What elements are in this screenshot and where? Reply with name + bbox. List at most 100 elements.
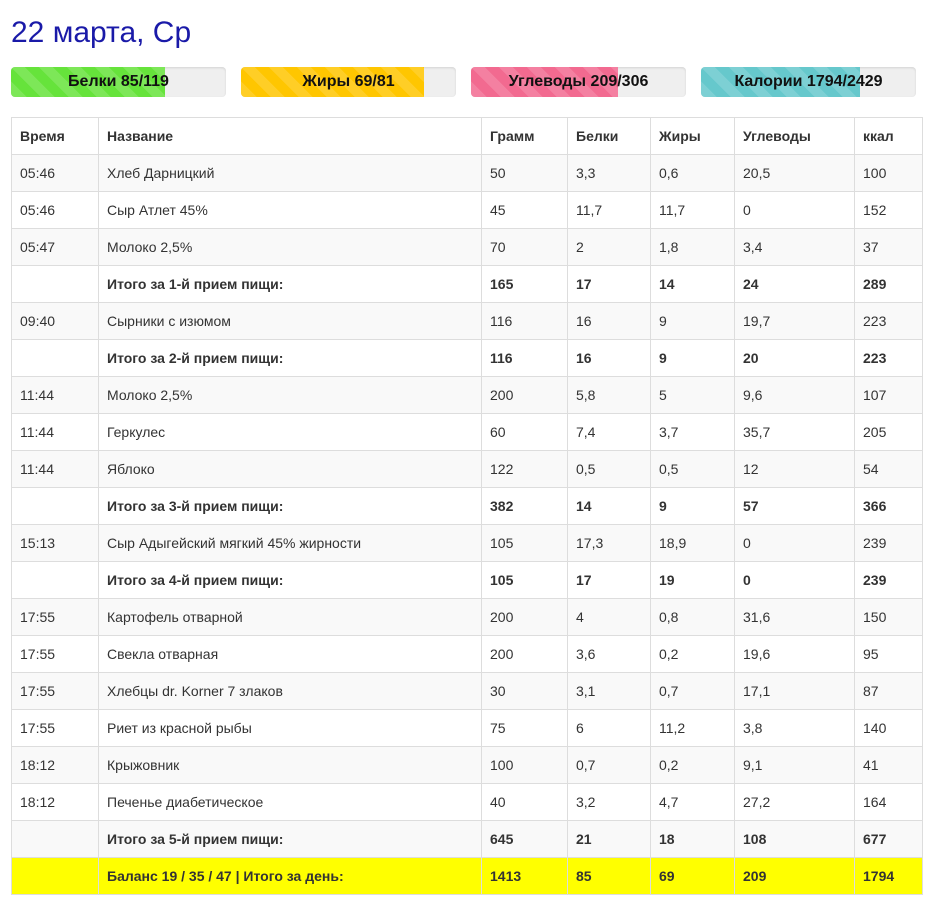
kcal-cell: 140 xyxy=(854,709,923,747)
name-cell: Сыр Атлет 45% xyxy=(98,191,482,229)
grams-cell: 200 xyxy=(481,598,568,636)
column-header-kcal: ккал xyxy=(854,117,923,155)
protein-cell: 16 xyxy=(567,302,651,340)
total-carbs-cell: 209 xyxy=(734,857,855,895)
name-cell: Итого за 1-й прием пищи: xyxy=(98,265,482,303)
time-cell: 11:44 xyxy=(11,450,99,488)
protein-cell: 11,7 xyxy=(567,191,651,229)
carbs-progress-fill xyxy=(471,67,618,97)
name-cell: Сырники с изюмом xyxy=(98,302,482,340)
carbs-cell: 12 xyxy=(734,450,855,488)
total-grams-cell: 1413 xyxy=(481,857,568,895)
fat-cell: 9 xyxy=(650,302,735,340)
kcal-cell: 164 xyxy=(854,783,923,821)
total-fat-cell: 69 xyxy=(650,857,735,895)
food-entry-row: 17:55 Свекла отварная 200 3,6 0,2 19,6 95 xyxy=(11,635,923,673)
carbs-cell: 35,7 xyxy=(734,413,855,451)
grams-cell: 70 xyxy=(481,228,568,266)
time-cell: 17:55 xyxy=(11,709,99,747)
protein-progress-label: Белки 85/119 xyxy=(68,73,169,90)
carbs-cell: 3,4 xyxy=(734,228,855,266)
carbs-cell: 0 xyxy=(734,191,855,229)
time-cell xyxy=(11,820,99,858)
table-body: 05:46 Хлеб Дарницкий 50 3,3 0,6 20,5 100 05:46 С… xyxy=(11,154,923,858)
kcal-cell: 95 xyxy=(854,635,923,673)
carbs-cell: 0 xyxy=(734,561,855,599)
fat-cell: 4,7 xyxy=(650,783,735,821)
grams-cell: 75 xyxy=(481,709,568,747)
fat-cell: 0,5 xyxy=(650,450,735,488)
fat-cell: 1,8 xyxy=(650,228,735,266)
time-cell: 05:47 xyxy=(11,228,99,266)
protein-cell: 17 xyxy=(567,265,651,303)
macro-progress-bars: Белки 85/119 Жиры 69/81 Углеводы 209/306… xyxy=(11,67,921,97)
fat-cell: 14 xyxy=(650,265,735,303)
fat-cell: 11,2 xyxy=(650,709,735,747)
grams-cell: 122 xyxy=(481,450,568,488)
grams-cell: 40 xyxy=(481,783,568,821)
time-cell: 18:12 xyxy=(11,783,99,821)
time-cell: 17:55 xyxy=(11,598,99,636)
fat-cell: 3,7 xyxy=(650,413,735,451)
time-cell xyxy=(11,561,99,599)
name-cell: Итого за 3-й прием пищи: xyxy=(98,487,482,525)
meal-subtotal-row: Итого за 1-й прием пищи: 165 17 14 24 289 xyxy=(11,265,923,303)
kcal-cell: 41 xyxy=(854,746,923,784)
meal-subtotal-row: Итого за 5-й прием пищи: 645 21 18 108 677 xyxy=(11,820,923,858)
kcal-cell: 223 xyxy=(854,339,923,377)
carbs-cell: 19,7 xyxy=(734,302,855,340)
carbs-cell: 57 xyxy=(734,487,855,525)
fat-cell: 19 xyxy=(650,561,735,599)
name-cell: Крыжовник xyxy=(98,746,482,784)
protein-cell: 21 xyxy=(567,820,651,858)
table-header-row: Время Название Грамм Белки Жиры Углеводы… xyxy=(11,117,923,155)
kcal-cell: 54 xyxy=(854,450,923,488)
time-cell: 05:46 xyxy=(11,154,99,192)
column-header-name: Название xyxy=(98,117,482,155)
kcal-cell: 239 xyxy=(854,524,923,562)
food-entry-row: 17:55 Картофель отварной 200 4 0,8 31,6 150 xyxy=(11,598,923,636)
fat-cell: 9 xyxy=(650,339,735,377)
fat-cell: 0,2 xyxy=(650,635,735,673)
time-cell: 18:12 xyxy=(11,746,99,784)
time-cell: 09:40 xyxy=(11,302,99,340)
protein-cell: 4 xyxy=(567,598,651,636)
fat-progress-bar: Жиры 69/81 xyxy=(241,67,456,97)
protein-cell: 17 xyxy=(567,561,651,599)
kcal-cell: 37 xyxy=(854,228,923,266)
grams-cell: 200 xyxy=(481,635,568,673)
time-cell: 11:44 xyxy=(11,376,99,414)
name-cell: Сыр Адыгейский мягкий 45% жирности xyxy=(98,524,482,562)
grams-cell: 45 xyxy=(481,191,568,229)
fat-cell: 18,9 xyxy=(650,524,735,562)
protein-progress-fill xyxy=(11,67,165,97)
time-cell: 17:55 xyxy=(11,635,99,673)
column-header-protein: Белки xyxy=(567,117,651,155)
total-name-cell: Баланс 19 / 35 / 47 | Итого за день: xyxy=(98,857,482,895)
carbs-progress-bar: Углеводы 209/306 xyxy=(471,67,686,97)
protein-cell: 3,1 xyxy=(567,672,651,710)
food-entry-row: 11:44 Яблоко 122 0,5 0,5 12 54 xyxy=(11,450,923,488)
column-header-grams: Грамм xyxy=(481,117,568,155)
fat-cell: 0,7 xyxy=(650,672,735,710)
carbs-cell: 27,2 xyxy=(734,783,855,821)
food-entry-row: 18:12 Печенье диабетическое 40 3,2 4,7 27,2 16… xyxy=(11,783,923,821)
food-entry-row: 15:13 Сыр Адыгейский мягкий 45% жирности 1… xyxy=(11,524,923,562)
name-cell: Молоко 2,5% xyxy=(98,228,482,266)
column-header-fat: Жиры xyxy=(650,117,735,155)
food-diary-table: Время Название Грамм Белки Жиры Углеводы… xyxy=(11,117,923,895)
food-entry-row: 05:47 Молоко 2,5% 70 2 1,8 3,4 37 xyxy=(11,228,923,266)
carbs-cell: 19,6 xyxy=(734,635,855,673)
protein-cell: 3,6 xyxy=(567,635,651,673)
protein-progress-bar: Белки 85/119 xyxy=(11,67,226,97)
carbs-cell: 17,1 xyxy=(734,672,855,710)
time-cell: 15:13 xyxy=(11,524,99,562)
fat-progress-label: Жиры 69/81 xyxy=(302,73,395,90)
total-kcal-cell: 1794 xyxy=(854,857,923,895)
protein-cell: 0,5 xyxy=(567,450,651,488)
carbs-cell: 20,5 xyxy=(734,154,855,192)
grams-cell: 60 xyxy=(481,413,568,451)
carbs-cell: 9,6 xyxy=(734,376,855,414)
name-cell: Свекла отварная xyxy=(98,635,482,673)
